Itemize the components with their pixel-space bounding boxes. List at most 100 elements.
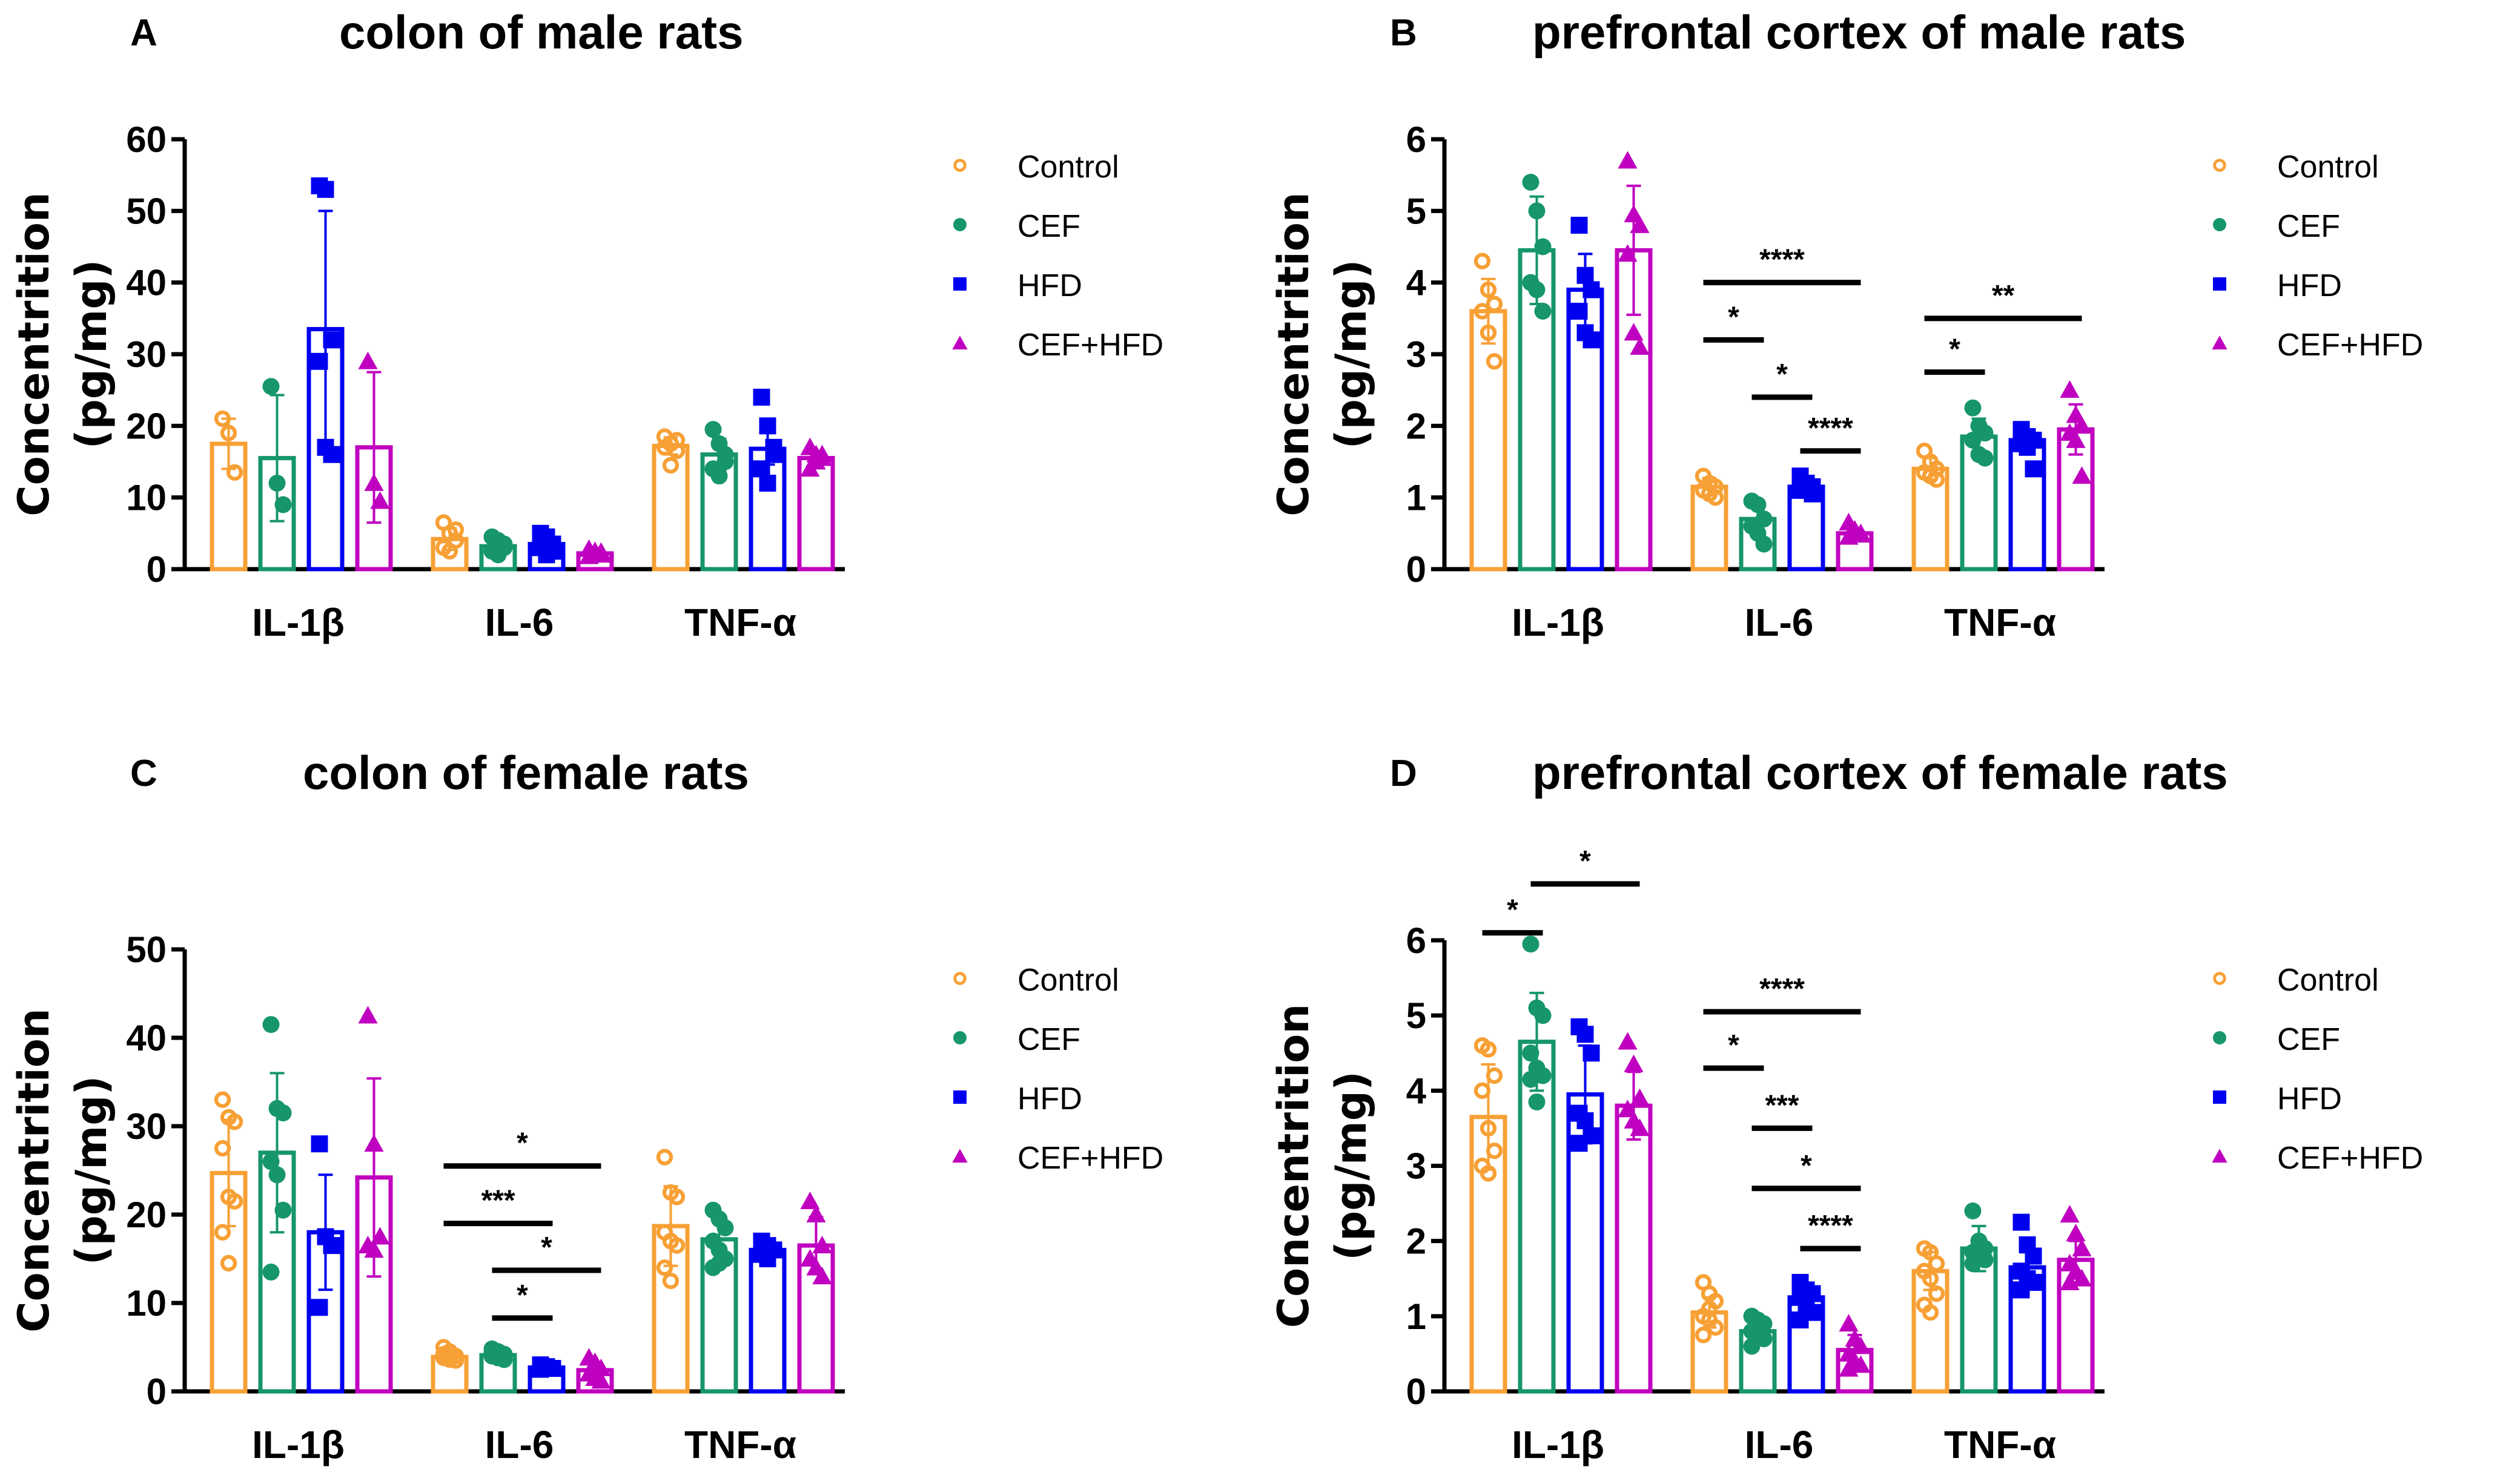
significance-label: * bbox=[1801, 1150, 1812, 1182]
y-tick-label: 2 bbox=[1406, 406, 1426, 446]
data-point bbox=[759, 475, 776, 492]
data-point bbox=[1922, 1304, 1939, 1321]
data-point bbox=[1534, 303, 1552, 320]
data-point bbox=[2066, 1224, 2086, 1242]
data-point bbox=[1528, 202, 1546, 220]
y-tick-label: 6 bbox=[1406, 920, 1426, 961]
y-axis-title-line: (pg/mg) bbox=[67, 1076, 116, 1265]
legend-label: CEF+HFD bbox=[2277, 328, 2423, 363]
data-point bbox=[2072, 466, 2092, 484]
significance-label: **** bbox=[1808, 412, 1853, 444]
data-point bbox=[800, 1192, 820, 1209]
y-tick-label: 3 bbox=[1406, 1146, 1426, 1187]
data-point bbox=[1582, 1044, 1600, 1062]
data-point bbox=[1851, 1336, 1871, 1354]
data-point bbox=[662, 1272, 680, 1290]
series-control bbox=[210, 1091, 690, 1394]
y-tick-label: 2 bbox=[1406, 1221, 1426, 1262]
x-tick-label: TNF-α bbox=[1944, 601, 2056, 644]
y-tick-label: 60 bbox=[126, 119, 167, 160]
data-point bbox=[668, 432, 686, 449]
data-point bbox=[441, 1348, 458, 1365]
series-cef bbox=[258, 378, 738, 572]
data-point bbox=[262, 378, 280, 395]
y-tick-label: 6 bbox=[1406, 119, 1426, 160]
data-point bbox=[812, 1267, 832, 1285]
data-point bbox=[1964, 432, 1982, 449]
significance-label: **** bbox=[1808, 1210, 1853, 1242]
significance-label: *** bbox=[481, 1185, 515, 1217]
data-point bbox=[1928, 1255, 1945, 1272]
data-point bbox=[1630, 1088, 1650, 1106]
x-tick-label: TNF-α bbox=[684, 601, 796, 644]
data-point bbox=[1624, 1054, 1644, 1072]
data-point bbox=[364, 1134, 384, 1152]
data-point bbox=[532, 1361, 549, 1378]
data-point bbox=[268, 1166, 286, 1184]
bar-cef-hfd-il-1 bbox=[1615, 1103, 1653, 1394]
x-tick-label: TNF-α bbox=[684, 1423, 796, 1466]
data-point bbox=[1576, 1112, 1594, 1129]
significance-label: * bbox=[1949, 334, 1960, 366]
y-axis-title-line: Concentrition bbox=[9, 1008, 59, 1332]
panel-letter: B bbox=[1390, 12, 1417, 54]
data-point bbox=[1618, 151, 1638, 169]
data-point bbox=[1707, 1319, 1724, 1336]
data-point bbox=[1743, 1338, 1761, 1355]
series-hfd bbox=[306, 177, 787, 572]
legend-label: HFD bbox=[2277, 1081, 2342, 1117]
significance-label: * bbox=[1776, 358, 1788, 391]
data-point bbox=[1480, 324, 1497, 341]
data-point bbox=[1528, 281, 1546, 299]
data-point bbox=[1480, 1041, 1497, 1058]
data-point bbox=[1486, 295, 1503, 312]
legend-label: HFD bbox=[1017, 1081, 1082, 1117]
data-point bbox=[1486, 353, 1503, 370]
data-point bbox=[2066, 430, 2086, 448]
data-point bbox=[759, 417, 776, 435]
data-point bbox=[1630, 215, 1650, 233]
series-cef-hfd bbox=[355, 1006, 835, 1394]
data-point bbox=[716, 446, 734, 463]
data-point bbox=[262, 1153, 280, 1170]
data-point bbox=[1964, 399, 1982, 417]
data-point bbox=[662, 457, 680, 474]
data-point bbox=[1570, 1135, 1588, 1152]
data-point bbox=[214, 1091, 231, 1108]
filled-square-icon bbox=[953, 1090, 967, 1104]
legend-label: CEF bbox=[2277, 1022, 2340, 1057]
y-tick-label: 10 bbox=[126, 478, 167, 518]
y-tick-label: 0 bbox=[147, 1371, 167, 1412]
data-point bbox=[710, 467, 728, 485]
y-axis-title-line: Concentrition bbox=[9, 192, 59, 516]
chart-title: colon of male rats bbox=[339, 5, 744, 59]
y-axis-title: Concentrition (pg/mg) bbox=[9, 1008, 116, 1332]
data-point bbox=[1480, 1120, 1497, 1137]
chart-title: colon of female rats bbox=[303, 746, 749, 799]
data-point bbox=[656, 439, 673, 456]
data-point bbox=[1630, 337, 1650, 355]
data-point bbox=[2025, 460, 2042, 478]
data-point bbox=[1534, 1007, 1552, 1024]
y-tick-label: 5 bbox=[1406, 191, 1426, 231]
y-tick-label: 4 bbox=[1406, 1070, 1427, 1111]
legend: Control CEF HFD CEF+HFD bbox=[2212, 963, 2423, 1176]
data-point bbox=[806, 1204, 826, 1222]
significance-label: * bbox=[517, 1127, 528, 1159]
data-point bbox=[1473, 1082, 1491, 1099]
data-point bbox=[2019, 438, 2036, 456]
significance-label: * bbox=[517, 1279, 528, 1311]
y-tick-label: 0 bbox=[1406, 549, 1426, 590]
data-point bbox=[1528, 1093, 1546, 1110]
data-point bbox=[759, 1250, 776, 1267]
data-point bbox=[1839, 1359, 1859, 1377]
legend-label: CEF+HFD bbox=[2277, 1141, 2423, 1176]
data-point bbox=[668, 1189, 686, 1206]
data-point bbox=[311, 352, 328, 370]
data-point bbox=[1707, 489, 1724, 506]
x-tick-label: IL-1β bbox=[252, 1423, 345, 1466]
legend-label: Control bbox=[2277, 150, 2379, 185]
data-point bbox=[364, 1240, 384, 1258]
